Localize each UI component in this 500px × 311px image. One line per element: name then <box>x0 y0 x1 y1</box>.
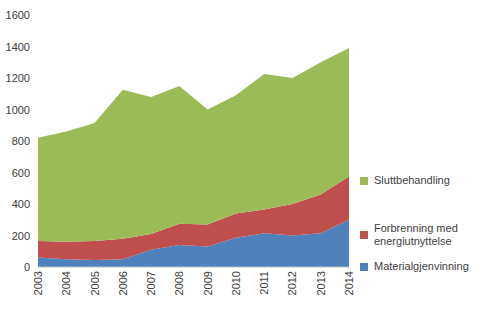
y-tick-label: 400 <box>12 198 30 210</box>
legend-item: Materialgjenvinning <box>360 260 495 273</box>
x-tick-label: 2004 <box>60 271 72 295</box>
y-tick-label: 600 <box>12 167 30 179</box>
y-tick-label: 0 <box>24 261 30 273</box>
legend-label: Forbrenning med energiutnyttelse <box>374 222 484 248</box>
x-tick-label: 2007 <box>145 271 157 295</box>
x-tick-label: 2014 <box>343 271 355 295</box>
x-tick-label: 2008 <box>173 271 185 295</box>
x-tick-label: 2006 <box>117 271 129 295</box>
y-tick-label: 1600 <box>6 9 30 21</box>
x-tick-label: 2010 <box>230 271 242 295</box>
plot-area <box>38 48 349 267</box>
y-tick-label: 1400 <box>6 41 30 53</box>
legend-swatch <box>360 263 368 271</box>
y-tick-label: 1200 <box>6 72 30 84</box>
legend-label: Sluttbehandling <box>374 174 484 187</box>
legend: Sluttbehandling Forbrenning med energiutn… <box>360 0 495 311</box>
x-tick-label: 2013 <box>315 271 327 295</box>
legend-item: Sluttbehandling <box>360 174 495 187</box>
y-tick-label: 200 <box>12 230 30 242</box>
legend-swatch <box>360 231 368 239</box>
y-tick-label: 800 <box>12 135 30 147</box>
x-axis <box>38 267 349 268</box>
x-tick-label: 2009 <box>202 271 214 295</box>
x-tick-label: 2003 <box>32 271 44 295</box>
legend-swatch <box>360 177 368 185</box>
x-tick-label: 2011 <box>258 271 270 295</box>
legend-item: Forbrenning med energiutnyttelse <box>360 222 495 248</box>
legend-label: Materialgjenvinning <box>374 260 484 273</box>
area <box>38 48 349 242</box>
y-tick-label: 1000 <box>6 104 30 116</box>
x-tick-label: 2012 <box>286 271 298 295</box>
x-tick-label: 2005 <box>89 271 101 295</box>
